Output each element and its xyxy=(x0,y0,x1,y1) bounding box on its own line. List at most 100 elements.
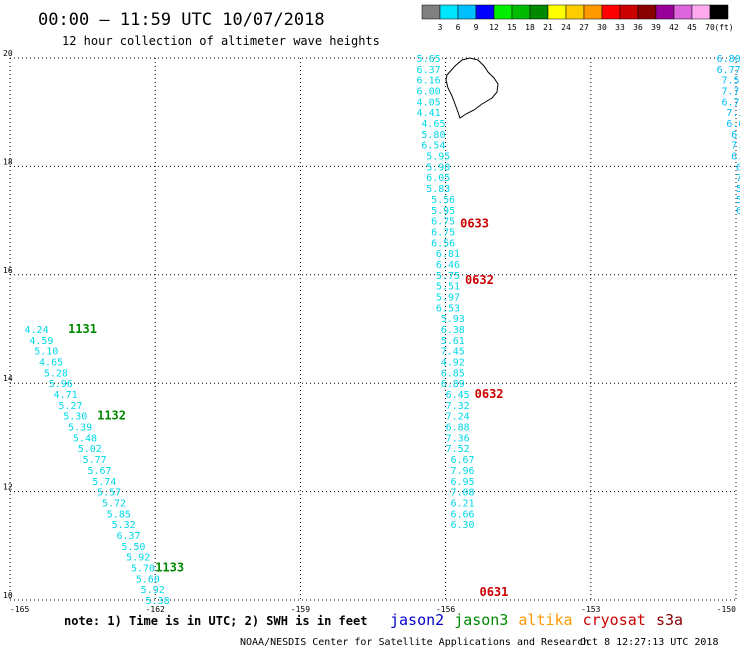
colorbar-label: 36 xyxy=(633,23,643,32)
colorbar-swatch xyxy=(511,4,531,20)
colorbar-label: 15 xyxy=(507,23,517,32)
colorbar-swatch xyxy=(421,4,441,20)
pass-labels: 1131 1132 1133 0633 0632 0632 0631 xyxy=(68,216,508,599)
wave-height-value: 6.46 xyxy=(436,260,460,271)
wave-height-value: 5.38 xyxy=(146,596,170,607)
colorbar-label: 39 xyxy=(651,23,661,32)
wave-height-value: 7.8 xyxy=(731,141,740,152)
colorbar-label: 27 xyxy=(579,23,589,32)
wave-height-value: 5.27 xyxy=(58,401,82,412)
wave-height-value: 5.90 xyxy=(426,162,450,173)
colorbar-swatch xyxy=(529,4,549,20)
wave-height-value: 6.53 xyxy=(436,303,460,314)
chart-title: 00:00 – 11:59 UTC 10/07/2018 xyxy=(38,10,325,30)
wave-height-value: 5.30 xyxy=(63,412,87,423)
wave-height-value: 6.81 xyxy=(436,249,460,260)
grid xyxy=(9,57,737,601)
x-tick-label: -150 xyxy=(717,605,736,614)
y-tick-label: 16 xyxy=(3,266,13,275)
wave-height-value: 6.16 xyxy=(417,76,441,87)
wave-height-value: 5.92 xyxy=(126,553,150,564)
wave-height-value: 4.92 xyxy=(441,358,465,369)
wave-height-value: 4.59 xyxy=(29,336,53,347)
wave-height-value: 7.96 xyxy=(450,466,474,477)
pass-time-label: 0631 xyxy=(479,585,508,599)
colorbar-label: 33 xyxy=(615,23,625,32)
wave-height-value: 6 xyxy=(736,206,740,217)
wave-height-value: 5.72 xyxy=(102,498,126,509)
wave-height-value: 6.02 xyxy=(726,119,740,130)
wave-height-value: 5.50 xyxy=(121,542,145,553)
wave-height-value: 6.75 xyxy=(431,217,455,228)
wave-height-value: 6.45 xyxy=(446,390,470,401)
legend-jason3: jason3 xyxy=(454,611,508,629)
wave-height-value: 6.36 xyxy=(731,130,740,141)
colorbar-swatch xyxy=(583,4,603,20)
wave-height-value: 7.24 xyxy=(446,412,470,423)
y-tick-label: 10 xyxy=(3,591,13,600)
wave-height-value: 5.10 xyxy=(34,347,58,358)
x-tick-label: -159 xyxy=(291,605,310,614)
legend-s3a: s3a xyxy=(656,611,683,629)
wave-height-value: 5.39 xyxy=(68,423,92,434)
wave-height-value: 5.95 xyxy=(426,152,450,163)
wave-height-value: 6.66 xyxy=(450,509,474,520)
wave-height-value: 7.37 xyxy=(726,108,740,119)
wave-height-value: 5.65 xyxy=(417,54,441,65)
footer-note: note: 1) Time is in UTC; 2) SWH is in fe… xyxy=(64,614,367,628)
wave-height-value: 5.96 xyxy=(49,379,73,390)
wave-height-value: 5.32 xyxy=(112,520,136,531)
wave-height-value: 5.28 xyxy=(44,368,68,379)
wave-height-value: 4.41 xyxy=(417,108,441,119)
wave-height-value: 5.61 xyxy=(441,336,465,347)
colorbar-swatch xyxy=(565,4,585,20)
wave-height-value: 6.38 xyxy=(441,325,465,336)
wave-height-value: 7.45 xyxy=(441,347,465,358)
wave-height-value: 4.05 xyxy=(417,97,441,108)
island-outline xyxy=(445,57,499,119)
colorbar-swatch xyxy=(493,4,513,20)
wave-height-value: 6.95 xyxy=(450,477,474,488)
wave-height-value: 6.56 xyxy=(431,238,455,249)
colorbar-swatch xyxy=(547,4,567,20)
pass-time-label: 0632 xyxy=(475,387,504,401)
axis-ticks: -165 -162 -159 -156 -153 -150 10 12 14 16 18 20 xyxy=(3,49,736,614)
wave-height-value: 5.56 xyxy=(431,195,455,206)
wave-height-value: 5.93 xyxy=(441,314,465,325)
wave-height-value: 5.97 xyxy=(436,292,460,303)
y-tick-label: 14 xyxy=(3,374,13,383)
colorbar-label: 42 xyxy=(669,23,679,32)
colorbar-label: 70 xyxy=(705,23,715,32)
colorbar-label: 9 xyxy=(474,23,479,32)
pass-time-label: 1131 xyxy=(68,322,97,336)
wave-height-value: 6. xyxy=(731,152,740,163)
wave-height-value: 6.00 xyxy=(417,87,441,98)
wave-height-value: 6.30 xyxy=(450,520,474,531)
wave-height-value: 5 xyxy=(736,184,740,195)
wave-height-value: 7.08 xyxy=(450,488,474,499)
colorbar-swatch xyxy=(637,4,657,20)
wave-height-value: 7.36 xyxy=(446,433,470,444)
wave-height-value: 6.89 xyxy=(441,379,465,390)
colorbar-swatch xyxy=(475,4,495,20)
x-tick-label: -165 xyxy=(10,605,29,614)
x-tick-label: -156 xyxy=(436,605,455,614)
colorbar-label: 6 xyxy=(456,23,461,32)
wave-height-value: 6.37 xyxy=(417,65,441,76)
colorbar-label: 3 xyxy=(438,23,443,32)
satellite-legend: jason2 jason3 altika cryosat s3a xyxy=(390,611,683,629)
legend-altika: altika xyxy=(518,611,572,629)
colorbar-swatch xyxy=(673,4,693,20)
wave-height-value: 4.65 xyxy=(421,119,445,130)
colorbar-label: 24 xyxy=(561,23,571,32)
wave-points: 4.244.595.104.655.285.964.715.275.305.39… xyxy=(25,54,740,607)
pass-time-label: 0633 xyxy=(460,216,489,230)
pass-time-label: 1132 xyxy=(97,409,126,423)
wave-height-value: 4.71 xyxy=(54,390,78,401)
colorbar-unit: (ft) xyxy=(714,23,733,32)
wave-height-value: 5.48 xyxy=(73,433,97,444)
colorbar-label: 30 xyxy=(597,23,607,32)
wave-height-value: 5.83 xyxy=(426,184,450,195)
colorbar-swatch xyxy=(619,4,639,20)
